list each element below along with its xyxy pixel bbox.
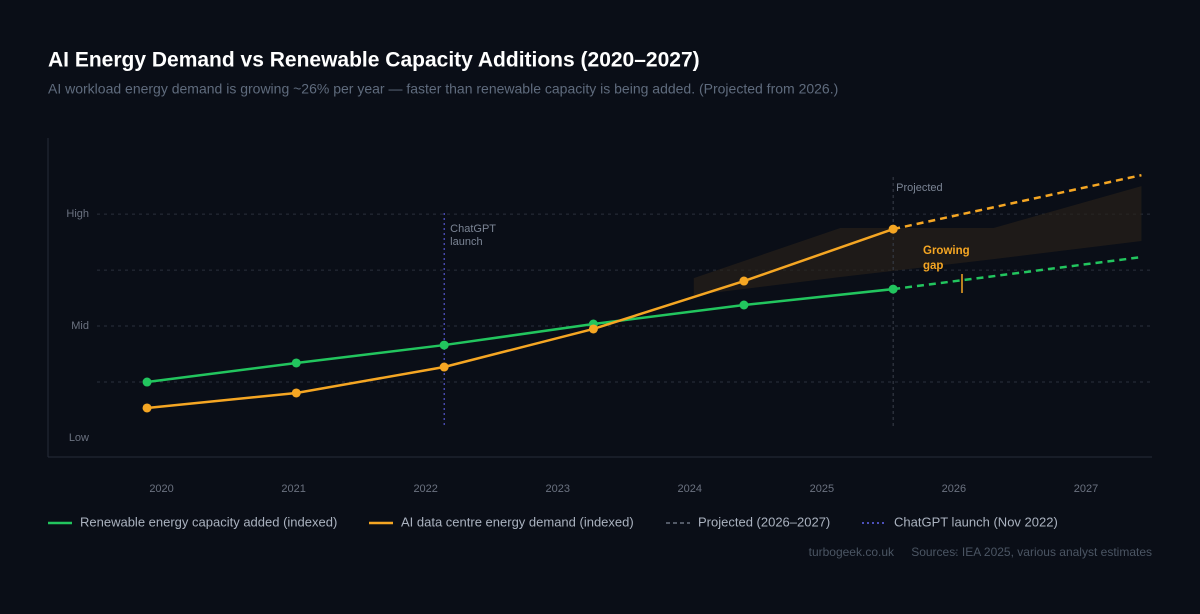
legend-label: ChatGPT launch (Nov 2022) [894, 514, 1058, 529]
projected-line [893, 255, 1142, 291]
y-tick-label: Mid [71, 320, 89, 332]
chart-title: AI Energy Demand vs Renewable Capacity A… [48, 49, 700, 72]
data-point [739, 300, 749, 310]
event-label: ChatGPT [450, 223, 496, 235]
x-tick-label: 2021 [281, 483, 305, 495]
event-label: launch [450, 236, 482, 248]
data-point [142, 377, 152, 387]
x-tick-label: 2027 [1074, 483, 1098, 495]
x-tick-label: 2022 [413, 483, 437, 495]
x-tick-label: 2024 [678, 483, 702, 495]
x-tick-label: 2025 [810, 483, 834, 495]
chart-subtitle: AI workload energy demand is growing ~26… [48, 81, 838, 97]
data-point [888, 284, 898, 294]
y-tick-label: Low [69, 432, 89, 444]
separator: · [954, 545, 958, 559]
gap-label: gap [923, 260, 943, 272]
data-point [439, 362, 449, 372]
projected-line [892, 173, 1142, 231]
legend-label: AI data centre energy demand (indexed) [401, 514, 634, 529]
site-credit: turbogeek.co.uk [809, 545, 895, 559]
series-line [146, 287, 894, 384]
y-tick-label: High [66, 208, 89, 220]
data-point [739, 276, 749, 286]
gap-band [693, 186, 1142, 296]
data-point [291, 388, 301, 398]
sources: Sources: IEA 2025, various analyst estim… [911, 545, 1152, 559]
data-point [888, 224, 898, 234]
series-line [146, 227, 894, 410]
x-tick-label: 2026 [942, 483, 966, 495]
projection-label: Projected [896, 182, 942, 194]
x-tick-label: 2020 [149, 483, 173, 495]
legend-label: Projected (2026–2027) [698, 514, 830, 529]
data-point [588, 324, 598, 334]
x-tick-label: 2023 [545, 483, 569, 495]
legend-label: Renewable energy capacity added (indexed… [80, 514, 337, 529]
gap-label: Growing [923, 245, 970, 257]
data-point [142, 403, 152, 413]
data-point [291, 358, 301, 368]
data-point [439, 340, 449, 350]
